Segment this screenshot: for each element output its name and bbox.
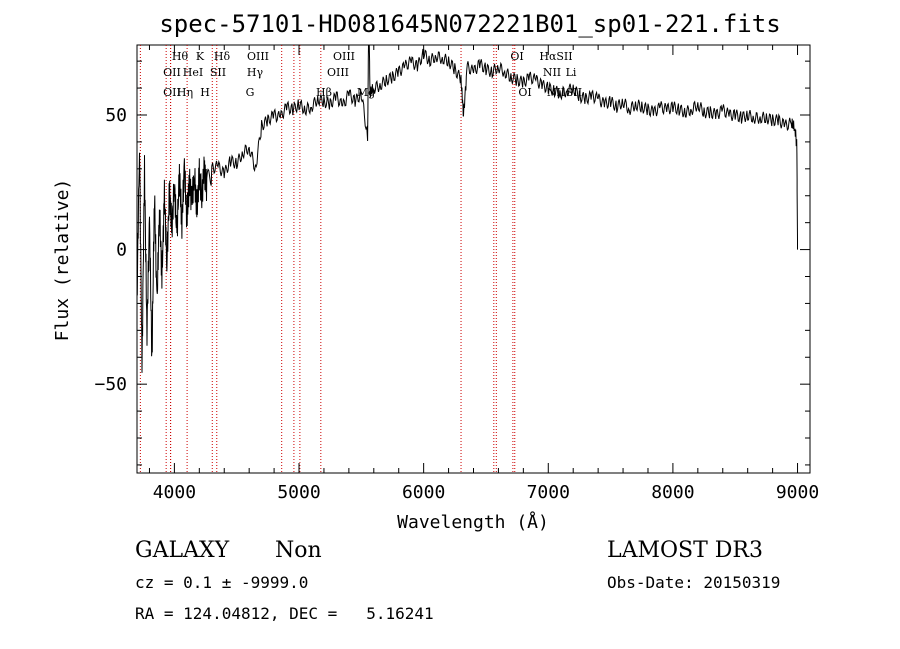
x-axis: 4000 5000 6000 7000 8000 9000 — [148, 45, 819, 503]
line-label-row1-6: HαSII — [539, 50, 572, 63]
class-label: GALAXY — [135, 538, 230, 563]
line-label-row3-4: Hβ — [316, 86, 332, 99]
x-tick-label-4: 8000 — [651, 482, 694, 503]
subclass-label: Non — [275, 538, 322, 563]
line-markers — [139, 45, 516, 473]
line-label-row3-8: SII — [566, 86, 582, 99]
line-label-row1-3: OIII — [247, 50, 269, 63]
y-axis-label: Flux (relative) — [52, 179, 73, 342]
line-label-row3-7: NII — [547, 86, 565, 99]
y-tick-label-0: −50 — [94, 374, 127, 395]
survey-label: LAMOST DR3 — [607, 538, 763, 563]
line-label-row2-6: Li — [566, 66, 577, 79]
line-label-row2-2: SII — [210, 66, 226, 79]
line-label-row2-4: OIII — [327, 66, 349, 79]
line-label-row1-0: Hθ — [172, 50, 189, 63]
x-axis-label: Wavelength (Å) — [397, 511, 549, 533]
line-label-row1-2: Hδ — [214, 50, 231, 63]
line-label-row2-0: OII — [163, 66, 181, 79]
line-label-row2-3: Hγ — [247, 66, 264, 79]
obs-date-text: Obs-Date: 20150319 — [607, 573, 781, 592]
chart-title: spec-57101-HD081645N072221B01_sp01-221.f… — [159, 10, 780, 38]
line-label-row3-2: H — [200, 86, 210, 99]
line-label-row1-1: K — [196, 50, 205, 63]
y-tick-label-1: 0 — [116, 240, 127, 261]
line-label-row3-3: G — [246, 86, 255, 99]
line-label-row1-5: OI — [510, 50, 523, 63]
y-tick-label-2: 50 — [105, 105, 127, 126]
x-tick-label-2: 6000 — [402, 482, 445, 503]
spectrum-line — [136, 44, 798, 373]
redshift-text: cz = 0.1 ± -9999.0 — [135, 573, 309, 592]
x-tick-label-0: 4000 — [153, 482, 196, 503]
x-tick-label-3: 7000 — [527, 482, 570, 503]
line-label-row3-6: OI — [518, 86, 531, 99]
line-label-row3-5: Mg — [357, 86, 375, 99]
y-axis: −50 0 50 — [94, 60, 810, 466]
plot-frame — [136, 44, 811, 474]
x-tick-label-1: 5000 — [277, 482, 320, 503]
line-label-row1-4: OIII — [333, 50, 355, 63]
coordinates-text: RA = 124.04812, DEC = 5.16241 — [135, 604, 434, 623]
spectrum-series — [136, 44, 798, 373]
line-label-row2-1: HeI — [183, 66, 203, 79]
line-label-row2-5: NII — [543, 66, 561, 79]
line-label-row3-0: OII — [163, 86, 181, 99]
line-label-row3-1: Hη — [177, 86, 193, 99]
x-tick-label-5: 9000 — [776, 482, 819, 503]
